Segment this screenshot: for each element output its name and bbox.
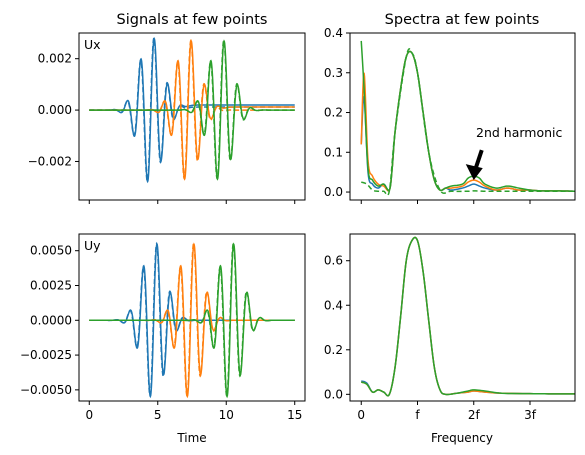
spectra-title: Spectra at few points (385, 12, 540, 28)
y-tick-label: −0.0025 (20, 348, 72, 362)
green-spectrum (361, 236, 575, 397)
annotation-arrow-head (465, 164, 483, 181)
y-tick-label: 0.0000 (30, 313, 72, 327)
green-signal-dashed (89, 241, 295, 398)
y-tick-label: 0.2 (324, 343, 343, 357)
y-tick-label: −0.002 (28, 154, 72, 168)
y-tick-label: 0.000 (38, 103, 72, 117)
x-tick-label: 3f (524, 408, 537, 422)
x-tick-label: 10 (219, 408, 234, 422)
green-spectrum-dashed (361, 48, 575, 197)
x-tick-label: 2f (468, 408, 481, 422)
x-tick-label: 0 (85, 408, 93, 422)
y-tick-label: 0.002 (38, 52, 72, 66)
green-spectrum (360, 40, 575, 192)
annotation-arrow-shaft (473, 149, 484, 169)
axes-frame (78, 32, 306, 201)
axes-frame (349, 233, 576, 402)
y-tick-label: 0.3 (324, 66, 343, 80)
x-tick-label: 0 (357, 408, 365, 422)
second-harmonic-annotation: 2nd harmonic (476, 125, 563, 140)
y-tick-label: 0.0050 (30, 244, 72, 258)
axes-frame (349, 32, 576, 201)
green-signal-dashed (89, 38, 295, 180)
y-tick-label: −0.0050 (20, 383, 72, 397)
y-tick-label: 0.0 (324, 387, 343, 401)
y-tick-label: 0.4 (324, 26, 343, 40)
time-axis-label: Time (176, 431, 206, 445)
y-tick-label: 0.0 (324, 185, 343, 199)
frequency-axis-label: Frequency (431, 431, 493, 445)
y-tick-label: 0.2 (324, 106, 343, 120)
y-tick-label: 0.1 (324, 145, 343, 159)
axes-frame (78, 233, 306, 402)
y-tick-label: 0.0025 (30, 278, 72, 292)
ux-panel-label: Ux (84, 37, 101, 52)
uy-panel-label: Uy (84, 238, 101, 253)
x-tick-label: 5 (154, 408, 162, 422)
x-tick-label: 15 (287, 408, 302, 422)
x-tick-label: f (415, 408, 420, 422)
y-tick-label: 0.6 (324, 254, 343, 268)
signals-title: Signals at few points (117, 12, 268, 28)
y-tick-label: 0.4 (324, 298, 343, 312)
